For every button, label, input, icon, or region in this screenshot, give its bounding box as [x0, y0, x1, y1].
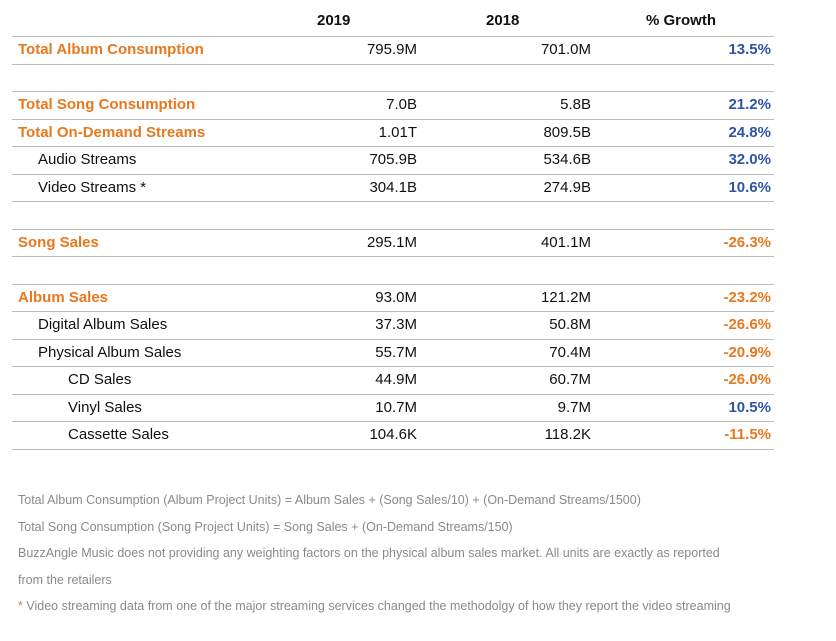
value-2019: 37.3M — [375, 316, 417, 333]
value-2019: 705.9B — [369, 151, 417, 168]
table-row: Album Sales 93.0M 121.2M -23.2% — [12, 285, 774, 312]
consumption-table: Total Album Consumption 795.9M 701.0M 13.5%… — [12, 36, 774, 450]
row-label: Vinyl Sales — [68, 398, 142, 416]
table-row: Total Album Consumption 795.9M 701.0M 13.5% — [12, 36, 774, 65]
table-spacer-row — [12, 202, 774, 230]
value-2018: 121.2M — [540, 288, 591, 306]
footnote-video-streaming: * Video streaming data from one of the m… — [18, 596, 818, 623]
value-growth: -11.5% — [724, 426, 771, 443]
table-row: Video Streams * 304.1B 274.9B 10.6% — [12, 175, 774, 202]
footnote-asterisk: * — [18, 599, 23, 613]
row-label: CD Sales — [68, 371, 132, 388]
value-growth: -26.3% — [723, 233, 771, 251]
value-2018: 60.7M — [549, 371, 591, 388]
value-2019: 304.1B — [369, 178, 417, 196]
table-row: CD Sales 44.9M 60.7M -26.0% — [12, 367, 774, 395]
value-growth: 32.0% — [728, 151, 771, 168]
column-header-2018: 2018 — [486, 12, 520, 29]
value-2018: 701.0M — [540, 41, 591, 58]
table-row: Physical Album Sales 55.7M 70.4M -20.9% — [12, 340, 774, 367]
value-growth: -26.6% — [723, 316, 771, 333]
row-label: Cassette Sales — [68, 426, 169, 443]
value-2018: 809.5B — [543, 123, 591, 141]
row-label: Song Sales — [18, 233, 99, 251]
row-label: Audio Streams — [38, 151, 137, 168]
row-label: Album Sales — [18, 288, 109, 306]
value-growth: -20.9% — [723, 343, 771, 361]
table-row: Digital Album Sales 37.3M 50.8M -26.6% — [12, 312, 774, 340]
value-growth: -26.0% — [723, 371, 771, 388]
table-row: Total On-Demand Streams 1.01T 809.5B 24.8% — [12, 120, 774, 147]
value-2019: 295.1M — [366, 233, 417, 251]
footnote-retailers: from the retailers — [18, 572, 112, 587]
value-2018: 118.2K — [544, 426, 591, 443]
value-2018: 274.9B — [543, 178, 591, 196]
footnote-album-consumption: Total Album Consumption (Album Project U… — [18, 493, 641, 507]
value-2018: 50.8M — [549, 316, 591, 333]
table-spacer-row — [12, 65, 774, 92]
value-2019: 93.0M — [375, 288, 417, 306]
column-header-2019: 2019 — [317, 12, 351, 29]
value-growth: 10.6% — [728, 178, 771, 196]
value-2018: 534.6B — [543, 151, 591, 168]
value-2018: 5.8B — [560, 96, 591, 113]
table-header: 2019 2018 % Growth — [0, 10, 836, 34]
value-growth: 10.5% — [728, 398, 771, 416]
value-growth: 21.2% — [728, 96, 771, 113]
footnote-video-text: Video streaming data from one of the maj… — [22, 599, 731, 613]
row-label: Video Streams * — [38, 178, 147, 196]
value-2019: 7.0B — [386, 96, 417, 113]
row-label: Total Album Consumption — [18, 41, 204, 58]
column-header-growth: % Growth — [646, 12, 716, 29]
footnote-buzzangle: BuzzAngle Music does not providing any w… — [18, 546, 720, 560]
table-row: Total Song Consumption 7.0B 5.8B 21.2% — [12, 92, 774, 120]
footnote-song-consumption: Total Song Consumption (Song Project Uni… — [18, 519, 513, 534]
value-2019: 10.7M — [375, 398, 417, 416]
table-row: Song Sales 295.1M 401.1M -26.3% — [12, 230, 774, 257]
value-growth: -23.2% — [723, 288, 771, 306]
value-2019: 44.9M — [375, 371, 417, 388]
row-label: Total On-Demand Streams — [18, 123, 206, 141]
row-label: Digital Album Sales — [38, 316, 168, 333]
value-2018: 401.1M — [540, 233, 591, 251]
value-2018: 70.4M — [549, 343, 591, 361]
value-2019: 55.7M — [375, 343, 417, 361]
value-2018: 9.7M — [557, 398, 591, 416]
value-2019: 104.6K — [369, 426, 417, 443]
table-row: Vinyl Sales 10.7M 9.7M 10.5% — [12, 395, 774, 422]
row-label: Physical Album Sales — [38, 343, 182, 361]
row-label: Total Song Consumption — [18, 96, 196, 113]
value-2019: 795.9M — [366, 41, 417, 58]
table-spacer-row — [12, 257, 774, 285]
table-row: Cassette Sales 104.6K 118.2K -11.5% — [12, 422, 774, 450]
footnotes: Total Album Consumption (Album Project U… — [18, 490, 818, 623]
value-growth: 13.5% — [728, 41, 771, 58]
table-row: Audio Streams 705.9B 534.6B 32.0% — [12, 147, 774, 175]
value-growth: 24.8% — [728, 123, 771, 141]
value-2019: 1.01T — [378, 123, 417, 141]
